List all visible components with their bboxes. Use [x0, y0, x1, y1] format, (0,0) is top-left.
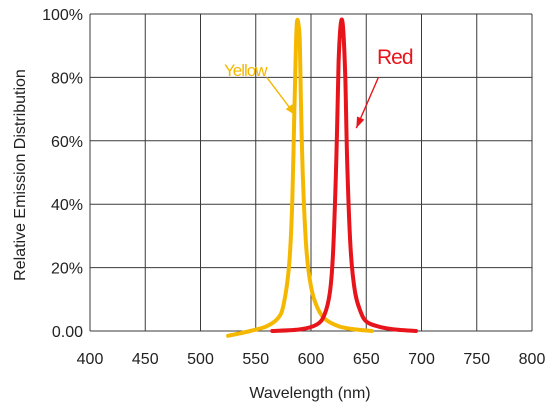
y-tick-label: 80%: [51, 70, 83, 87]
x-tick-label: 650: [353, 351, 380, 368]
tick-layer: 400 450 500 550 600 650 700 750 800 0.00 20% 40% 60%…: [42, 7, 545, 368]
y-tick-label: 40%: [51, 197, 83, 214]
x-tick-label: 400: [77, 351, 104, 368]
y-tick-label: 100%: [42, 7, 83, 24]
y-axis-label: Relative Emission Distribution: [12, 69, 29, 281]
series-label-red: Red: [377, 46, 413, 69]
annotation-arrowhead-red: [356, 116, 365, 129]
series-line-red: [270, 17, 418, 333]
x-tick-label: 700: [408, 351, 435, 368]
y-tick-label: 20%: [51, 261, 83, 278]
x-tick-label: 600: [298, 351, 325, 368]
x-tick-label: 500: [187, 351, 214, 368]
x-axis-label: Wavelength (nm): [249, 385, 370, 402]
grid: [89, 13, 533, 332]
y-tick-label: 0.00: [52, 324, 83, 341]
series-layer: [226, 17, 418, 338]
annotation-arrowhead-yellow: [285, 104, 296, 116]
annotation-layer: Yellow Red: [224, 46, 414, 129]
series-label-yellow: Yellow: [224, 61, 268, 80]
y-tick-label: 60%: [51, 134, 83, 151]
x-tick-label: 450: [132, 351, 159, 368]
x-tick-label: 750: [463, 351, 490, 368]
x-tick-label: 550: [242, 351, 269, 368]
x-tick-label: 800: [519, 351, 546, 368]
